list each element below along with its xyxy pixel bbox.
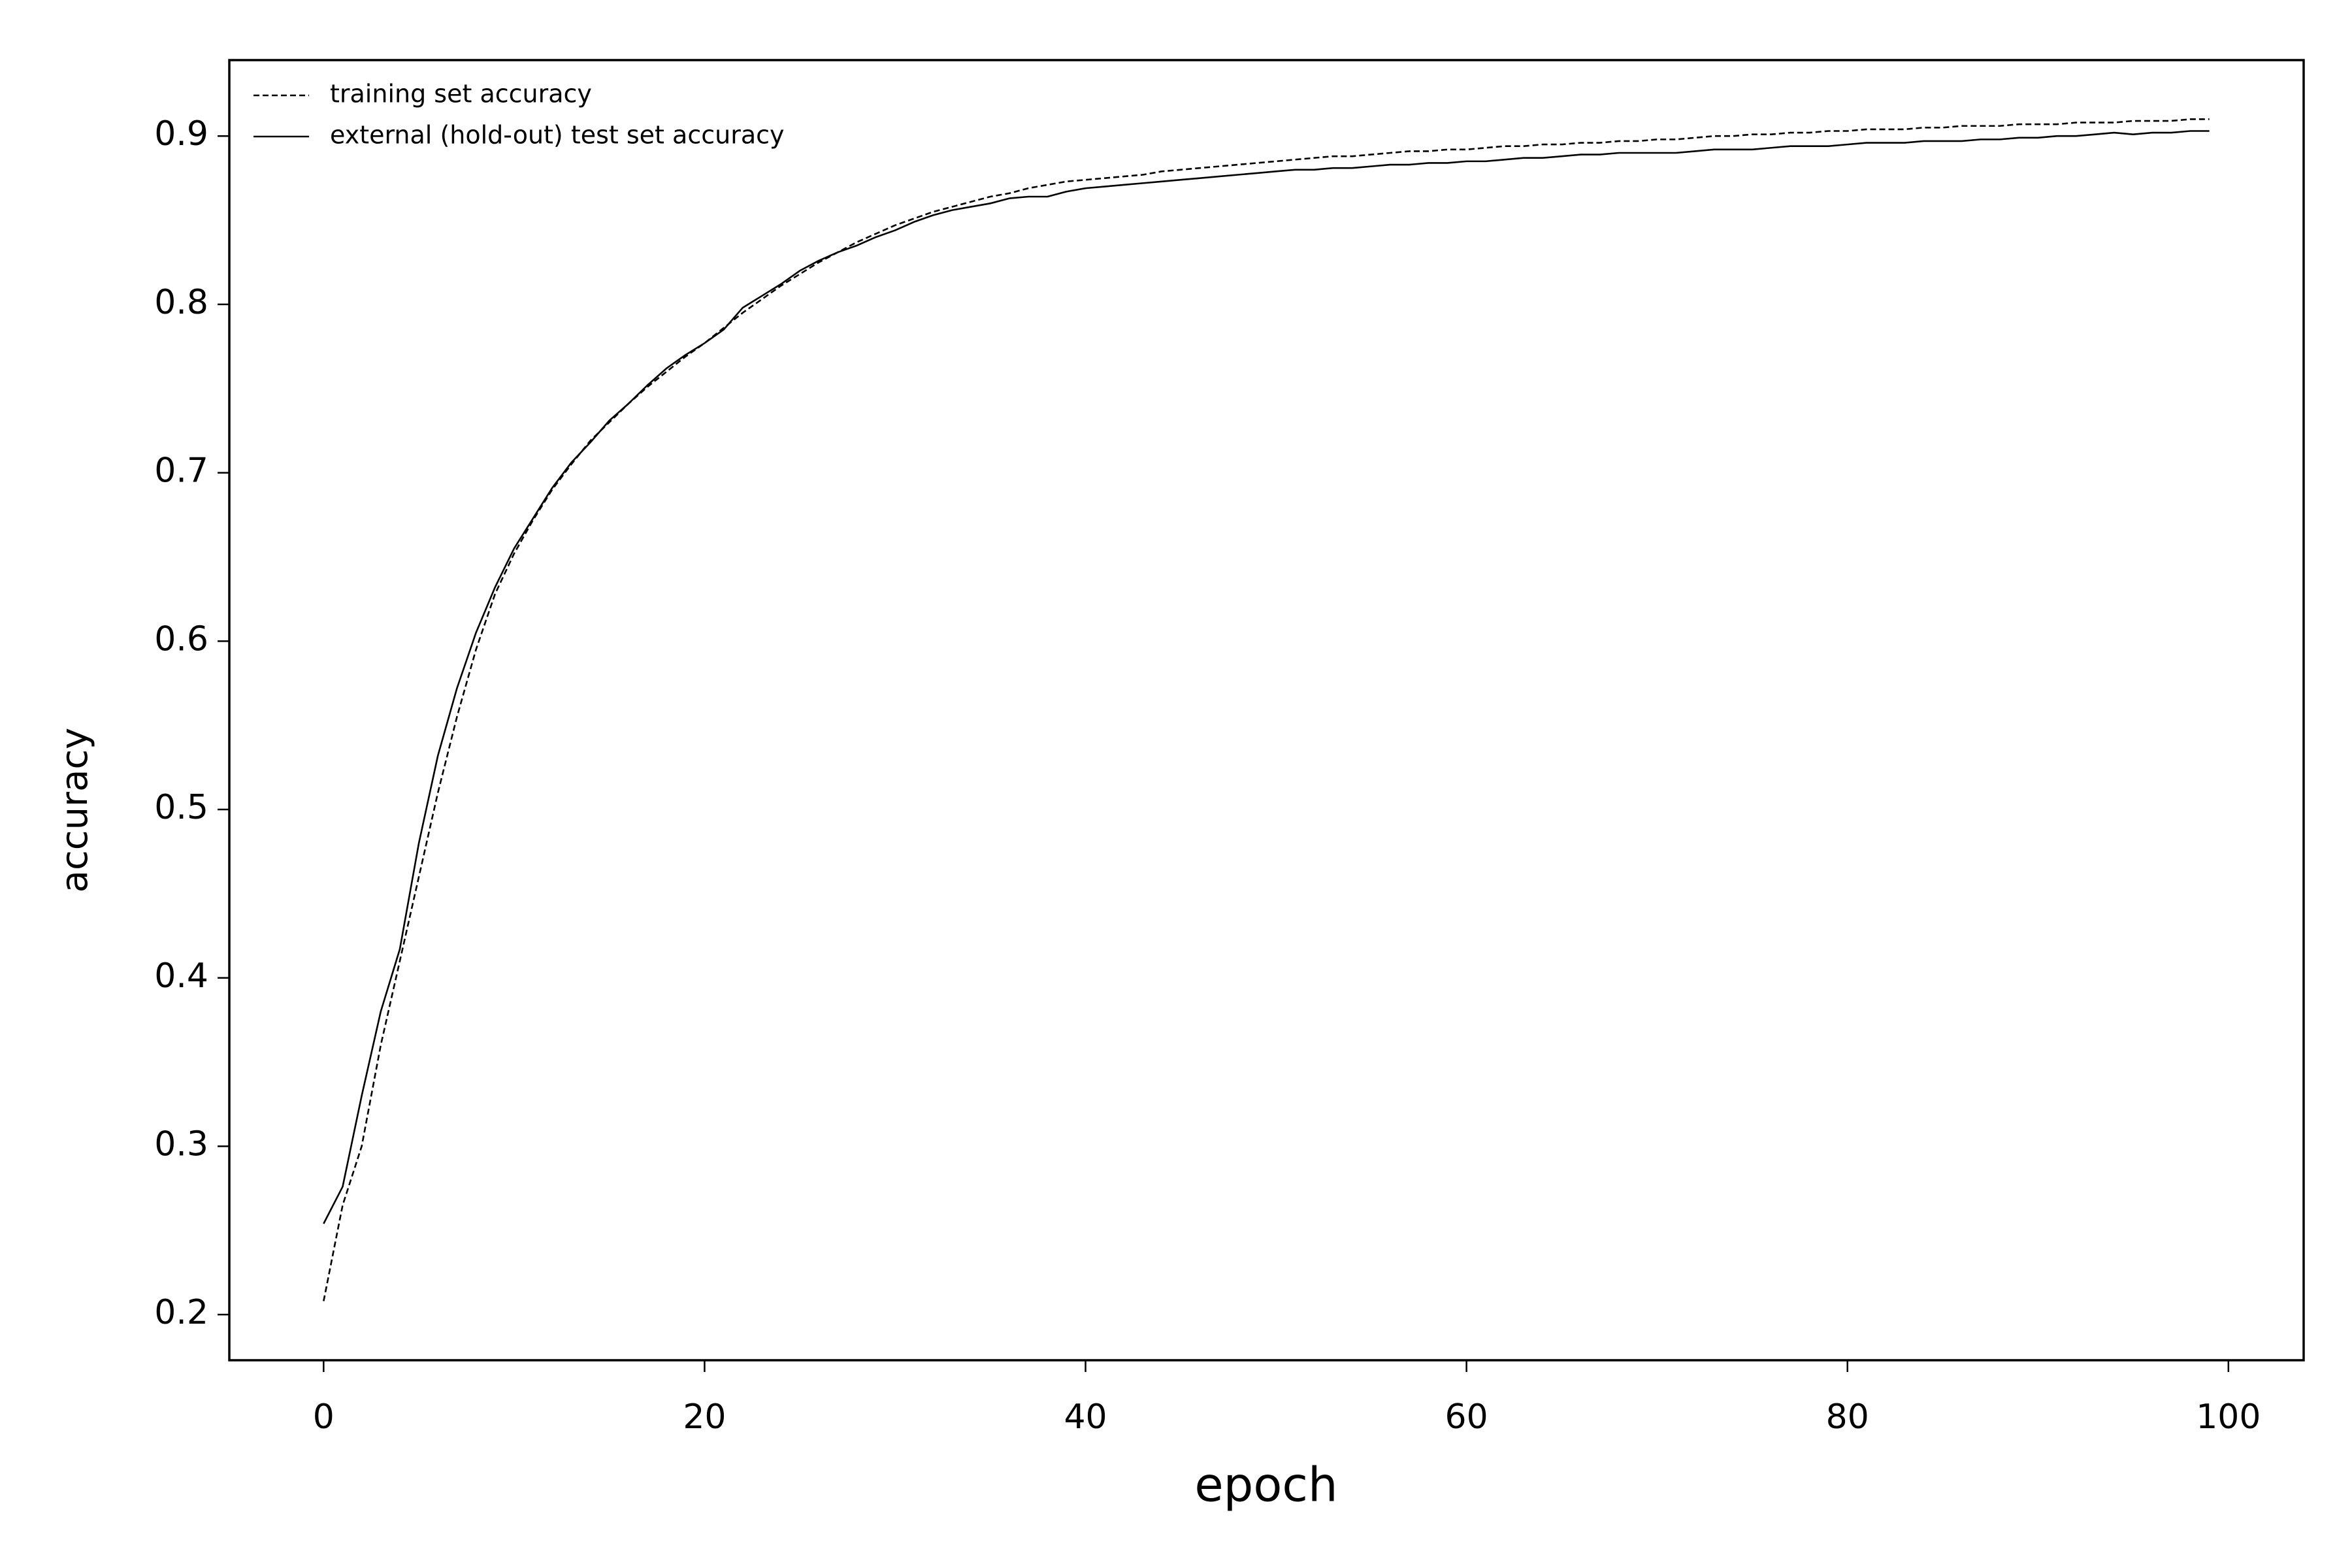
y-tick-label: 0.5 (154, 788, 208, 827)
y-tick-label: 0.9 (154, 114, 208, 154)
y-axis-label: accuracy (54, 728, 96, 893)
x-tick-label: 60 (1445, 1397, 1488, 1437)
plot-frame (228, 59, 2305, 1362)
y-tick-label: 0.3 (154, 1124, 208, 1164)
x-tick-label: 40 (1064, 1397, 1107, 1437)
y-tick-label: 0.6 (154, 619, 208, 659)
legend-label: training set accuracy (330, 80, 592, 108)
x-tick-label: 20 (683, 1397, 726, 1437)
x-axis-label: epoch (1194, 1458, 1337, 1512)
y-tick-label: 0.8 (154, 283, 208, 322)
y-tick-label: 0.7 (154, 451, 208, 491)
data-line (323, 130, 2210, 1224)
x-tick-label: 0 (313, 1397, 335, 1437)
y-tick-label: 0.4 (154, 956, 208, 996)
y-tick-label: 0.2 (154, 1293, 208, 1332)
x-tick-label: 100 (2196, 1397, 2261, 1437)
legend-label: external (hold-out) test set accuracy (330, 121, 785, 150)
x-tick-label: 80 (1826, 1397, 1869, 1437)
